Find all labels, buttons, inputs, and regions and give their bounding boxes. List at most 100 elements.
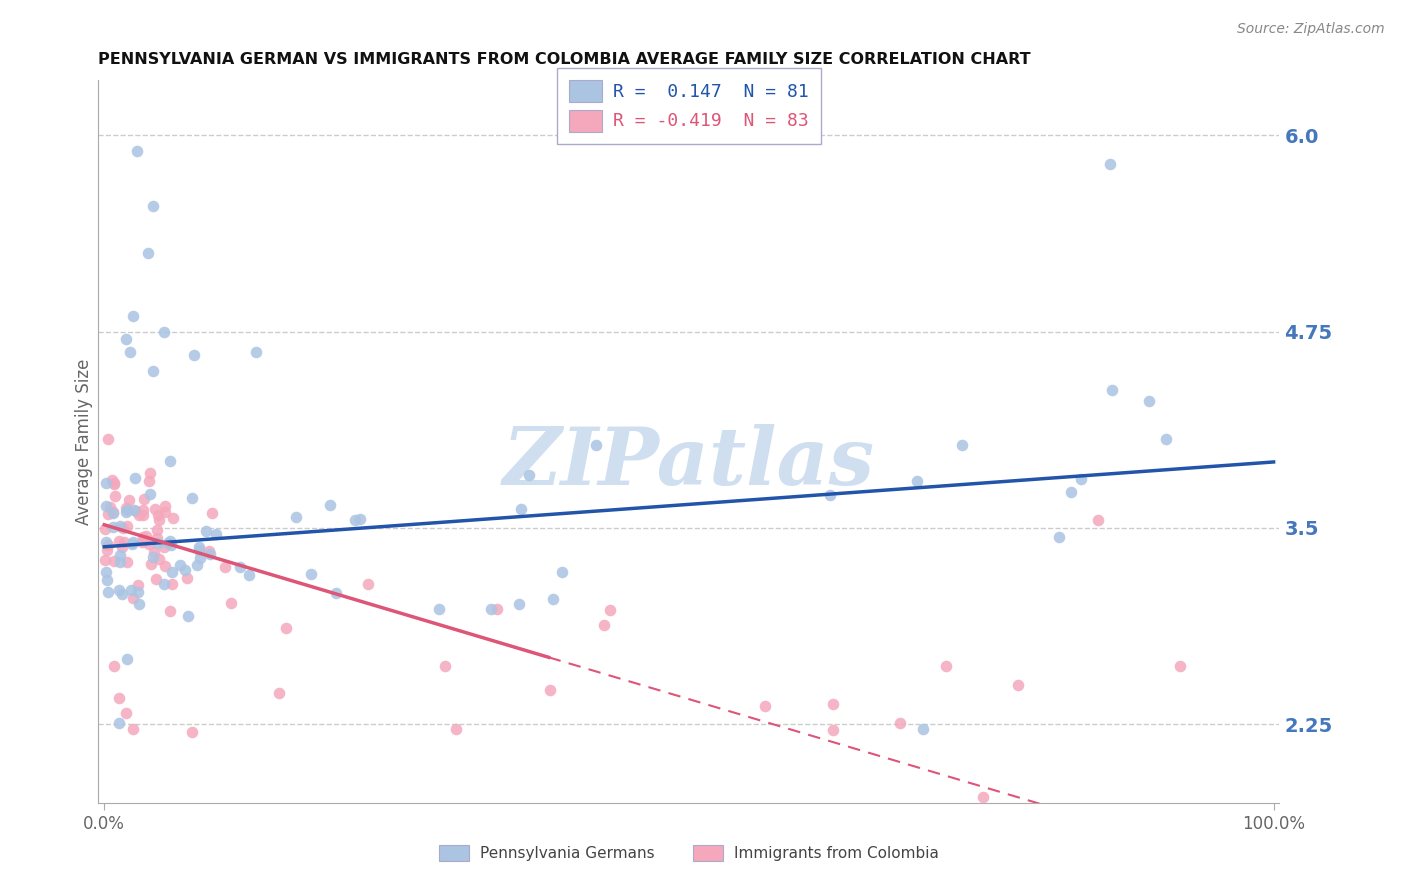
Point: [950, 437, 973, 451]
Point: [186, 558, 208, 573]
Point: [121, 537, 143, 551]
Point: [551, 565, 574, 579]
Point: [160, 538, 183, 552]
Point: [114, 501, 136, 516]
Point: [128, 597, 150, 611]
Point: [145, 572, 167, 586]
Point: [108, 715, 131, 730]
Point: [112, 534, 135, 549]
Point: [132, 508, 155, 523]
Point: [127, 578, 149, 592]
Point: [754, 698, 776, 713]
Point: [155, 505, 177, 519]
Point: [108, 555, 131, 569]
Point: [131, 535, 153, 549]
Point: [325, 585, 347, 599]
Point: [142, 199, 165, 213]
Point: [143, 502, 166, 516]
Point: [214, 560, 236, 574]
Point: [245, 345, 267, 359]
Point: [160, 565, 183, 579]
Point: [1098, 156, 1121, 170]
Point: [101, 519, 124, 533]
Point: [103, 659, 125, 673]
Point: [201, 506, 224, 520]
Point: [121, 535, 143, 549]
Point: [101, 505, 124, 519]
Point: [357, 577, 380, 591]
Point: [132, 492, 155, 507]
Point: [103, 475, 125, 490]
Point: [159, 604, 181, 618]
Point: [139, 466, 162, 480]
Point: [94, 535, 117, 549]
Point: [108, 690, 131, 705]
Point: [108, 548, 131, 562]
Point: [517, 468, 540, 483]
Point: [821, 697, 844, 711]
Point: [599, 603, 621, 617]
Point: [115, 503, 138, 517]
Point: [101, 506, 124, 520]
Point: [195, 524, 218, 539]
Point: [135, 529, 157, 543]
Point: [267, 686, 290, 700]
Point: [152, 576, 174, 591]
Point: [181, 725, 204, 739]
Point: [181, 491, 204, 506]
Point: [205, 527, 228, 541]
Point: [132, 503, 155, 517]
Point: [1168, 659, 1191, 673]
Point: [138, 474, 160, 488]
Point: [343, 513, 366, 527]
Point: [127, 144, 149, 158]
Point: [907, 475, 929, 489]
Point: [162, 510, 184, 524]
Point: [1137, 394, 1160, 409]
Point: [173, 563, 195, 577]
Point: [115, 519, 138, 533]
Point: [122, 309, 145, 323]
Point: [97, 538, 120, 552]
Point: [177, 608, 200, 623]
Point: [148, 536, 170, 550]
Point: [1099, 828, 1122, 842]
Point: [1154, 432, 1177, 446]
Point: [115, 706, 138, 721]
Point: [108, 519, 131, 533]
Point: [1060, 485, 1083, 500]
Point: [115, 504, 138, 518]
Text: PENNSYLVANIA GERMAN VS IMMIGRANTS FROM COLOMBIA AVERAGE FAMILY SIZE CORRELATION : PENNSYLVANIA GERMAN VS IMMIGRANTS FROM C…: [98, 52, 1031, 67]
Point: [1070, 472, 1092, 486]
Point: [121, 722, 143, 736]
Point: [146, 531, 169, 545]
Point: [115, 555, 138, 569]
Point: [124, 503, 146, 517]
Point: [1105, 812, 1128, 826]
Point: [96, 432, 118, 446]
Point: [176, 571, 198, 585]
Point: [107, 583, 129, 598]
Legend: Pennsylvania Germans, Immigrants from Colombia: Pennsylvania Germans, Immigrants from Co…: [433, 839, 945, 867]
Point: [285, 510, 308, 524]
Point: [229, 559, 252, 574]
Point: [219, 596, 242, 610]
Point: [889, 716, 911, 731]
Point: [153, 540, 176, 554]
Point: [104, 489, 127, 503]
Point: [188, 550, 211, 565]
Point: [153, 499, 176, 513]
Point: [146, 523, 169, 537]
Point: [138, 487, 160, 501]
Point: [969, 840, 991, 855]
Text: Source: ZipAtlas.com: Source: ZipAtlas.com: [1237, 22, 1385, 37]
Point: [187, 542, 209, 557]
Point: [160, 577, 183, 591]
Point: [153, 325, 176, 339]
Point: [1101, 383, 1123, 397]
Point: [148, 513, 170, 527]
Point: [111, 540, 134, 554]
Point: [100, 473, 122, 487]
Point: [132, 530, 155, 544]
Point: [169, 558, 191, 573]
